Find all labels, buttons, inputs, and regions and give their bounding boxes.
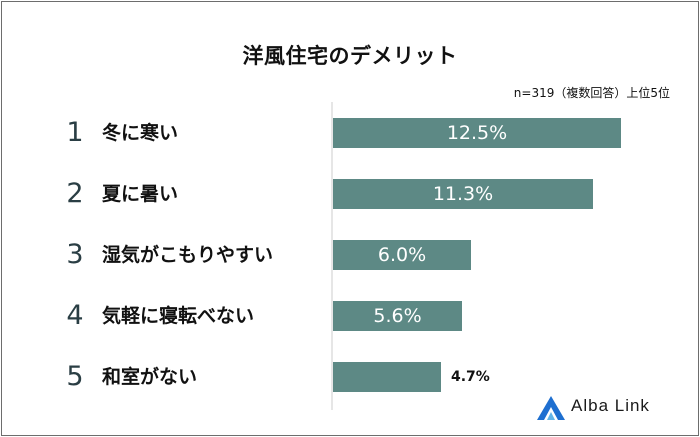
data-label: 11.3% <box>432 183 494 205</box>
alba-link-logo-mark <box>537 396 565 420</box>
rank-number: 4 <box>66 300 84 331</box>
bar <box>333 301 462 331</box>
category-label: 和室がない <box>102 366 198 388</box>
rank-number: 2 <box>66 178 84 209</box>
rank-number: 5 <box>66 361 84 392</box>
brand-name: Alba Link <box>571 396 650 415</box>
rank-number: 1 <box>66 117 84 148</box>
category-axis-line <box>331 102 333 410</box>
bar <box>333 240 471 270</box>
data-label: 6.0% <box>377 244 427 266</box>
chart-subtitle: n=319（複数回答）上位5位 <box>513 86 670 100</box>
category-label: 湿気がこもりやすい <box>102 244 274 266</box>
alba-link-logo: Alba Link <box>535 394 685 422</box>
data-label: 5.6% <box>373 305 422 327</box>
bar <box>333 118 621 148</box>
bar <box>333 179 593 209</box>
chart-title: 洋風住宅のデメリット <box>242 44 458 68</box>
bar <box>333 362 441 392</box>
data-label: 12.5% <box>446 122 508 144</box>
category-label: 冬に寒い <box>102 122 179 144</box>
rank-number: 3 <box>66 239 84 270</box>
category-label: 夏に暑い <box>102 183 179 205</box>
data-label: 4.7% <box>451 369 490 385</box>
category-label: 気軽に寝転べない <box>102 305 255 327</box>
